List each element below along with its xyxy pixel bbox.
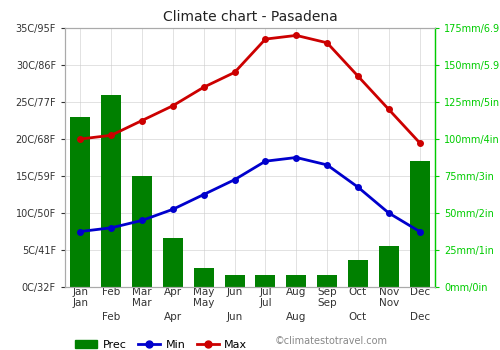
Text: Jul: Jul bbox=[259, 298, 272, 308]
Text: Feb: Feb bbox=[102, 312, 120, 322]
Text: Jun: Jun bbox=[226, 312, 242, 322]
Bar bbox=[194, 268, 214, 287]
Text: Aug: Aug bbox=[286, 287, 306, 297]
Text: Dec: Dec bbox=[410, 287, 430, 297]
Text: Oct: Oct bbox=[349, 312, 367, 322]
Text: Dec: Dec bbox=[410, 312, 430, 322]
Legend: Prec, Min, Max: Prec, Min, Max bbox=[70, 335, 252, 350]
Bar bbox=[348, 260, 368, 287]
Text: Jan: Jan bbox=[72, 287, 88, 297]
Text: Jan: Jan bbox=[72, 298, 88, 308]
Bar bbox=[378, 246, 399, 287]
Bar bbox=[317, 275, 337, 287]
Text: Jun: Jun bbox=[226, 287, 242, 297]
Bar bbox=[410, 161, 430, 287]
Text: May: May bbox=[193, 287, 214, 297]
Text: ©climatestotravel.com: ©climatestotravel.com bbox=[275, 336, 388, 346]
Bar bbox=[132, 176, 152, 287]
Text: Feb: Feb bbox=[102, 287, 120, 297]
Text: Mar: Mar bbox=[132, 298, 152, 308]
Text: Nov: Nov bbox=[378, 298, 399, 308]
Text: Apr: Apr bbox=[164, 312, 182, 322]
Bar bbox=[163, 238, 183, 287]
Text: May: May bbox=[193, 298, 214, 308]
Title: Climate chart - Pasadena: Climate chart - Pasadena bbox=[162, 10, 338, 24]
Bar bbox=[224, 275, 244, 287]
Bar bbox=[256, 275, 276, 287]
Text: Mar: Mar bbox=[132, 287, 152, 297]
Text: Sep: Sep bbox=[318, 287, 337, 297]
Bar bbox=[101, 94, 121, 287]
Bar bbox=[70, 117, 90, 287]
Text: Apr: Apr bbox=[164, 287, 182, 297]
Text: Sep: Sep bbox=[318, 298, 337, 308]
Text: Aug: Aug bbox=[286, 312, 306, 322]
Bar bbox=[286, 275, 306, 287]
Text: Jul: Jul bbox=[259, 287, 272, 297]
Text: Oct: Oct bbox=[349, 287, 367, 297]
Text: Nov: Nov bbox=[378, 287, 399, 297]
